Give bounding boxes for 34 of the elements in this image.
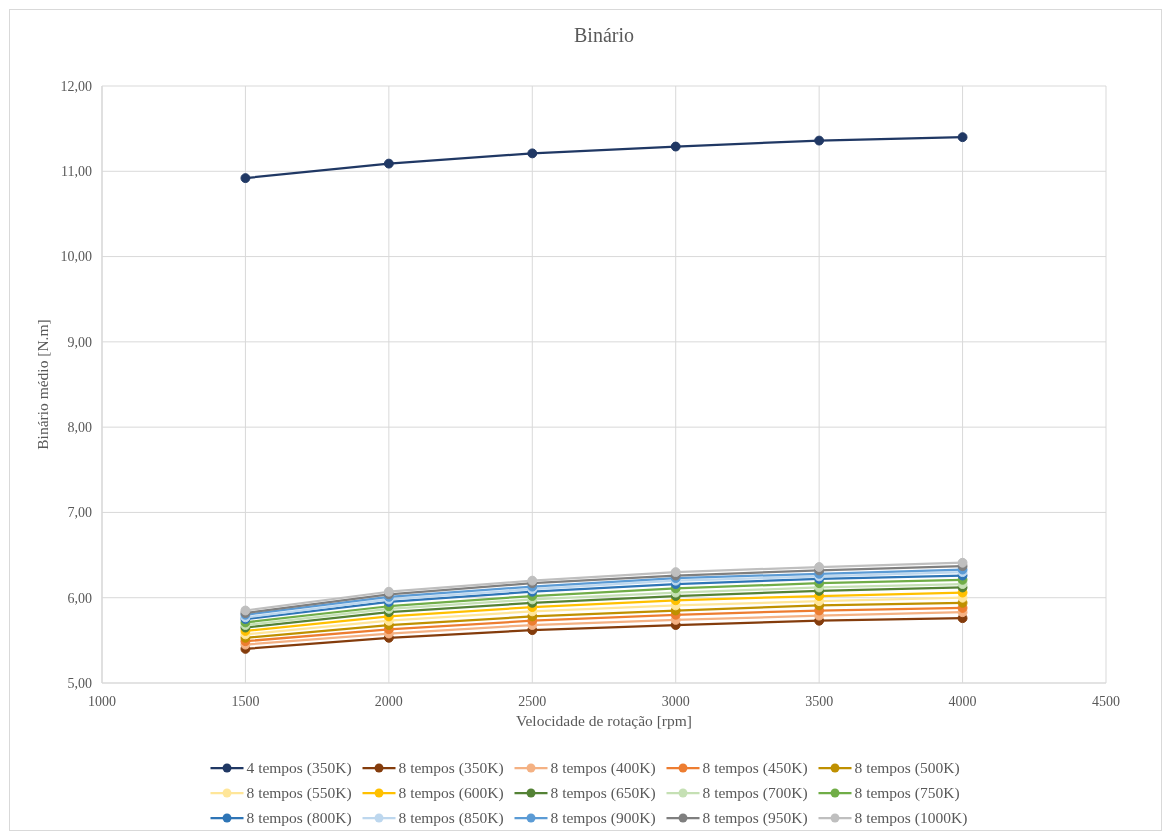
x-tick-label: 1500 [231,693,260,709]
legend-label: 8 tempos (1000K) [854,809,968,828]
y-tick-label: 8,00 [67,420,92,436]
legend-label: 8 tempos (950K) [702,809,808,828]
y-tick-label: 11,00 [61,164,92,180]
y-tick-label: 9,00 [67,334,92,350]
legend-label: 8 tempos (650K) [550,784,656,803]
chart-title: Binário [574,24,634,46]
legend-label: 8 tempos (400K) [550,759,656,778]
x-tick-label: 4500 [1092,693,1120,709]
legend-label: 8 tempos (350K) [398,759,504,778]
x-tick-label: 1000 [88,693,116,709]
legend-label: 8 tempos (700K) [702,784,808,803]
legend-label: 4 tempos (350K) [246,759,352,778]
x-tick-label: 2000 [374,693,403,709]
y-tick-label: 10,00 [60,249,92,265]
x-tick-label: 3500 [805,693,834,709]
x-tick-label: 3000 [661,693,690,709]
y-tick-label: 5,00 [67,675,92,691]
x-axis-title: Velocidade de rotação [rpm] [515,712,693,730]
x-tick-label: 4000 [948,693,977,709]
legend-label: 8 tempos (900K) [550,809,656,828]
legend-label: 8 tempos (550K) [246,784,352,803]
legend-label: 8 tempos (600K) [398,784,504,803]
legend-label: 8 tempos (450K) [702,759,808,778]
legend-label: 8 tempos (850K) [398,809,504,828]
y-tick-label: 7,00 [67,505,92,521]
x-tick-label: 2500 [518,693,547,709]
y-tick-label: 6,00 [67,590,92,606]
legend-label: 8 tempos (750K) [854,784,960,803]
legend-label: 8 tempos (500K) [854,759,960,778]
y-tick-label: 12,00 [60,78,92,94]
y-axis-title: Binário médio [N.m] [34,319,52,450]
legend-label: 8 tempos (800K) [246,809,352,828]
